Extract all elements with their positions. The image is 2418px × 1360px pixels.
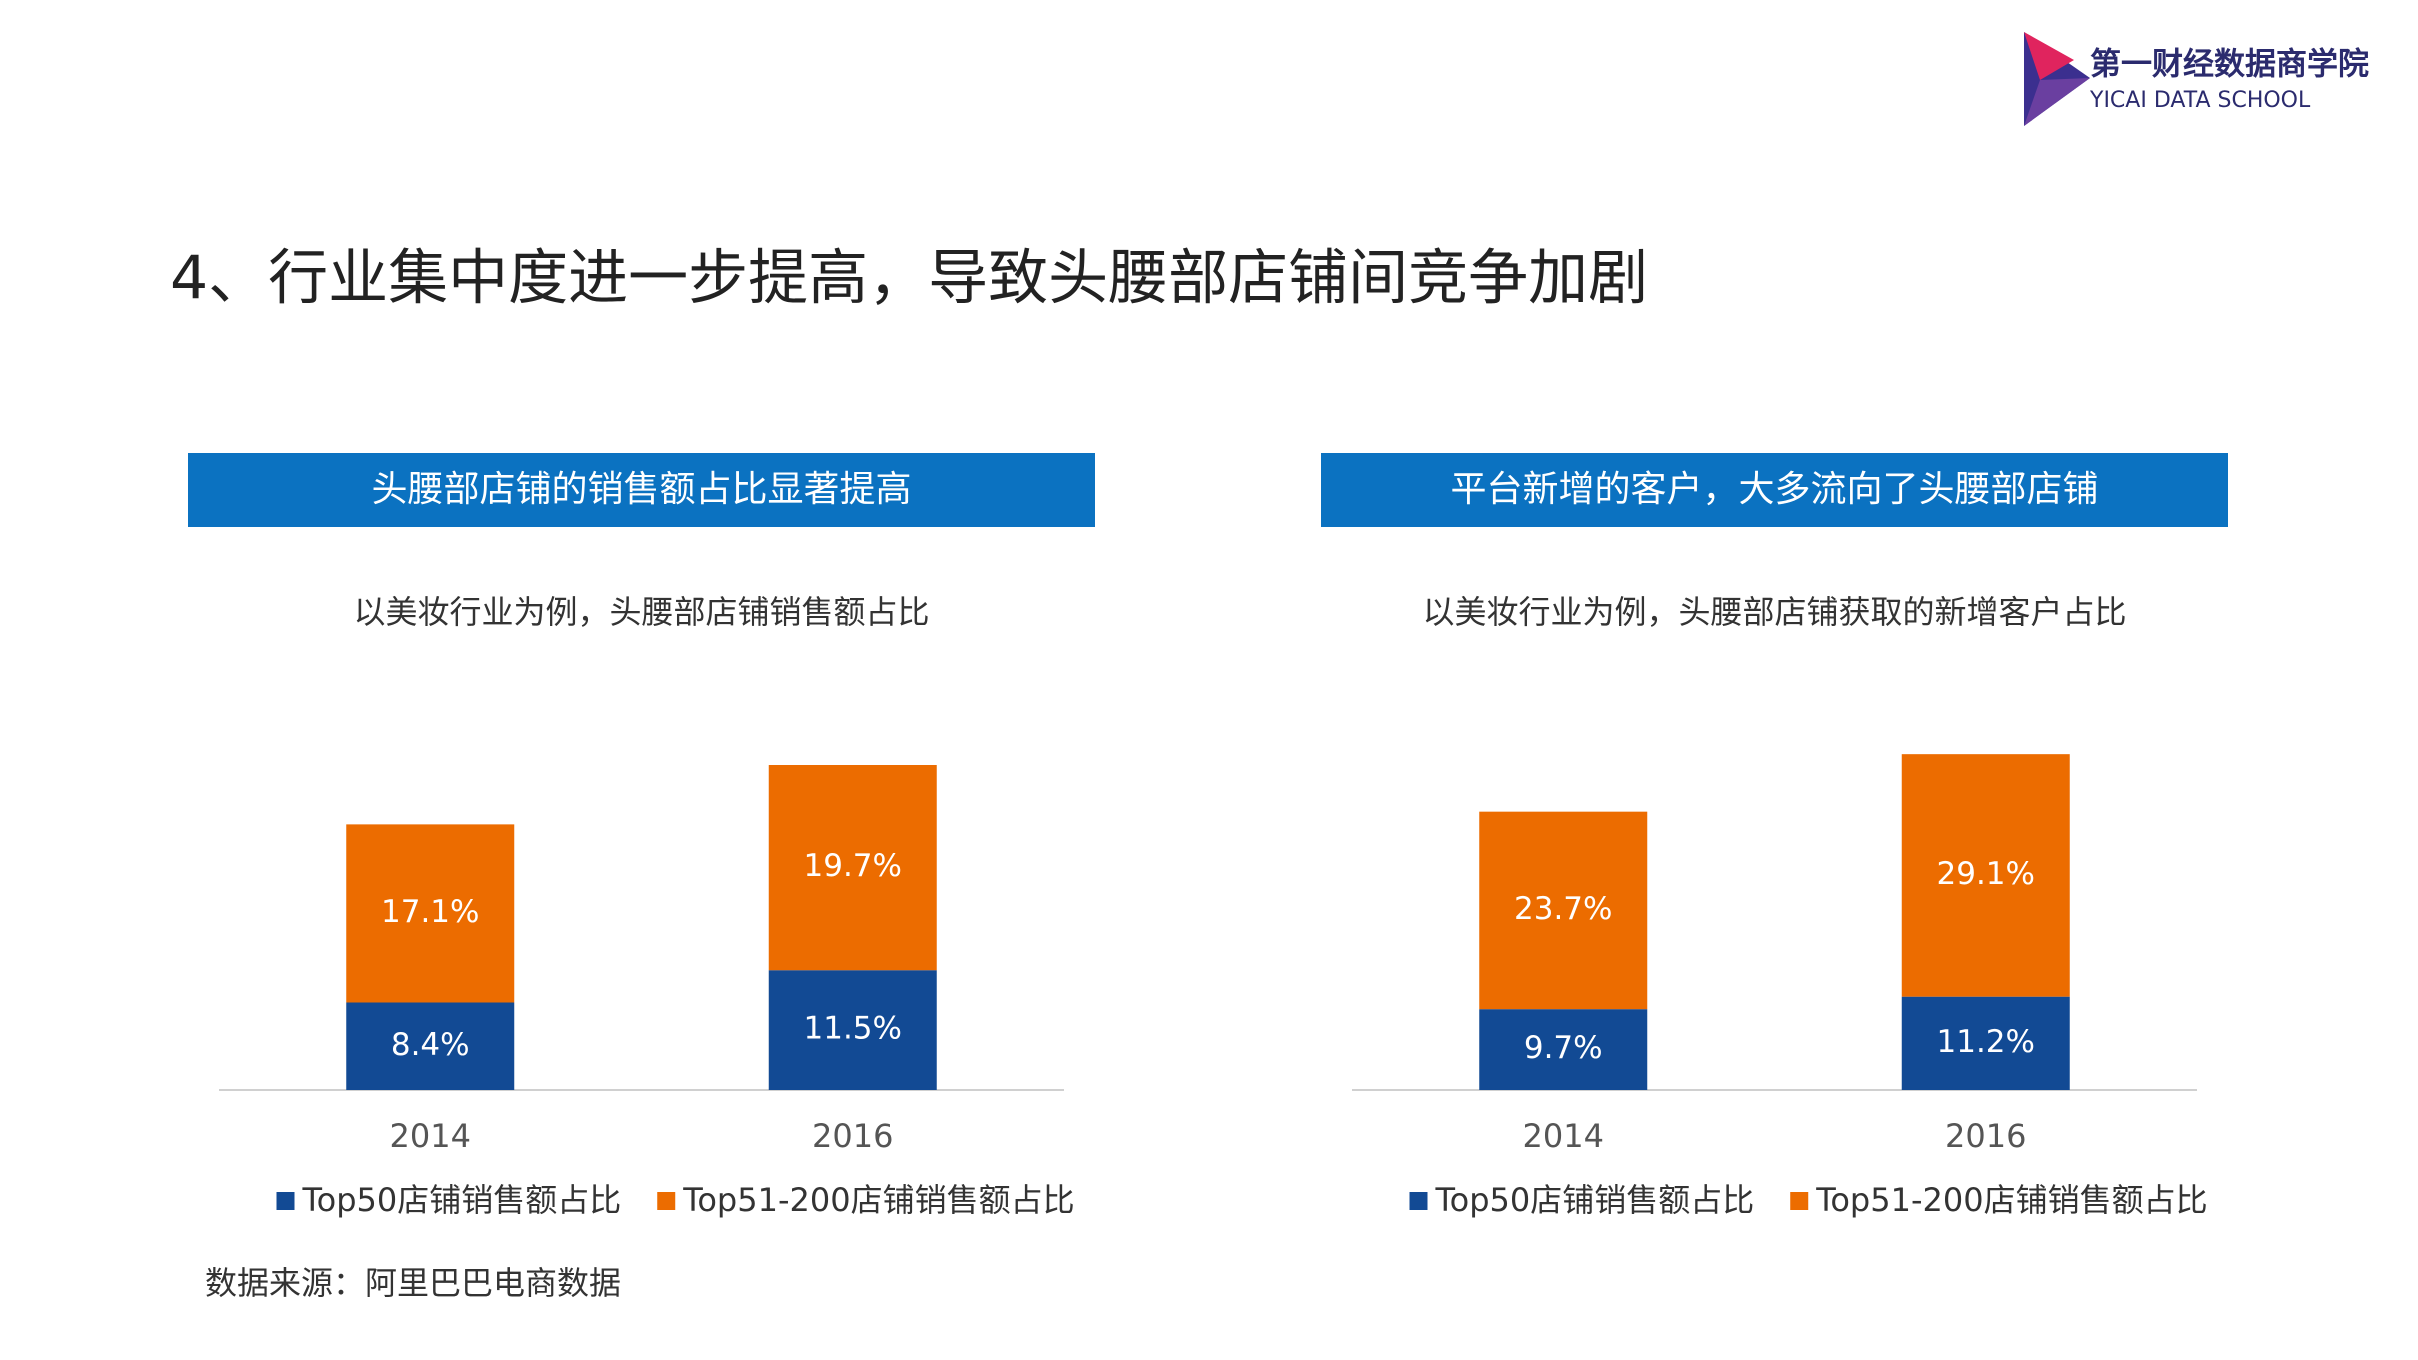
bar-segment — [1479, 1009, 1648, 1090]
legend-swatch — [657, 1192, 676, 1210]
legend-label: Top50店铺销售额占比 — [1435, 1181, 1755, 1219]
legend-swatch — [276, 1192, 295, 1210]
x-tick-label: 2014 — [390, 1117, 471, 1155]
banner — [1321, 453, 2228, 527]
legend-swatch — [1790, 1192, 1809, 1210]
x-tick-label: 2016 — [812, 1117, 893, 1155]
value-label: 19.7% — [804, 848, 902, 884]
bar-segment — [1901, 996, 2070, 1090]
logo-en: YICAI DATA SCHOOL — [2089, 88, 2311, 113]
page-title: 4、行业集中度进一步提高，导致头腰部店铺间竞争加剧 — [170, 244, 1648, 314]
value-label: 29.1% — [1937, 856, 2035, 892]
chart-title: 平台新增的客户，大多流向了头腰部店铺 — [1450, 469, 2098, 510]
legend-label: Top50店铺销售额占比 — [302, 1181, 622, 1219]
value-label: 9.7% — [1524, 1030, 1603, 1066]
source: 数据来源：阿里巴巴电商数据 — [205, 1264, 621, 1302]
chart-subtitle: 以美妆行业为例，头腰部店铺销售额占比 — [353, 593, 929, 631]
logo-shape — [2024, 78, 2090, 126]
value-label: 11.2% — [1937, 1024, 2035, 1060]
bar-segment — [768, 970, 937, 1090]
x-tick-label: 2016 — [1945, 1117, 2026, 1155]
bar-segment — [346, 824, 515, 1003]
logo-cn: 第一财经数据商学院 — [2090, 47, 2369, 83]
bar-segment — [1901, 754, 2070, 997]
x-tick-label: 2014 — [1523, 1117, 1604, 1155]
logo: 第一财经数据商学院 YICAI DATA SCHOOL — [2024, 32, 2369, 126]
value-label: 8.4% — [391, 1027, 470, 1063]
legend-swatch — [1409, 1192, 1428, 1210]
bar-segment — [346, 1002, 515, 1090]
bar-segment — [768, 765, 937, 971]
legend-label: Top51-200店铺销售额占比 — [682, 1181, 1074, 1219]
bar-segment — [1479, 811, 1648, 1010]
banner — [188, 453, 1095, 527]
logo-shape — [2024, 32, 2074, 80]
value-label: 23.7% — [1514, 891, 1612, 927]
chart-subtitle: 以美妆行业为例，头腰部店铺获取的新增客户占比 — [1422, 593, 2126, 631]
legend-label: Top51-200店铺销售额占比 — [1815, 1181, 2207, 1219]
value-label: 17.1% — [381, 894, 479, 930]
value-label: 11.5% — [804, 1011, 902, 1047]
chart-title: 头腰部店铺的销售额占比显著提高 — [371, 469, 911, 510]
